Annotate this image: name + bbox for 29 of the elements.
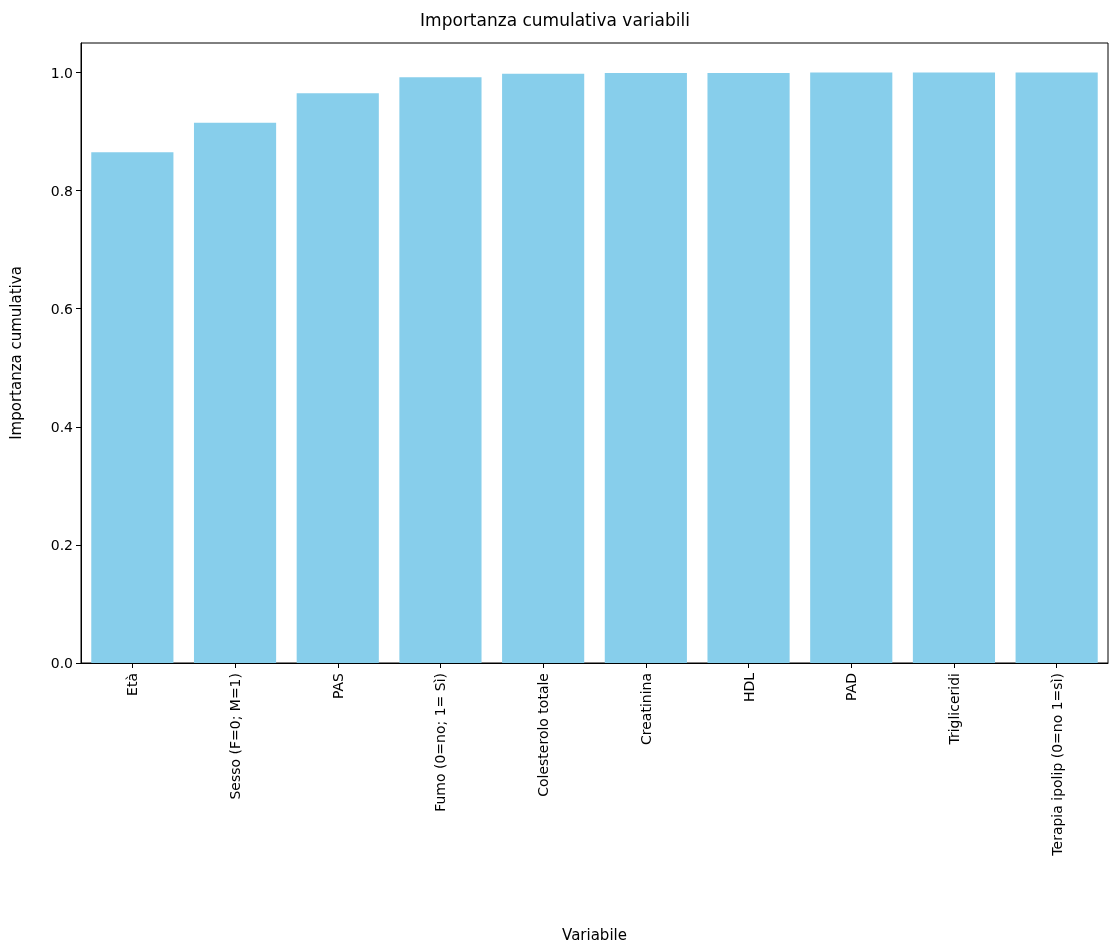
bar xyxy=(912,72,996,663)
x-tick-label: Creatinina xyxy=(637,673,654,746)
bar xyxy=(296,93,379,663)
bar xyxy=(91,152,174,663)
x-tick-label: Fumo (0=no; 1= Sì) xyxy=(432,673,449,812)
y-tick-label: 0.4 xyxy=(50,418,74,435)
chart-title: Importanza cumulativa variabili xyxy=(420,9,690,30)
x-tick-label: PAD xyxy=(843,673,860,701)
x-tick-label: Colesterolo totale xyxy=(535,673,552,797)
y-tick-label: 0.0 xyxy=(50,655,73,671)
x-tick-label: Età xyxy=(124,673,141,696)
y-tick-label: 1.0 xyxy=(50,64,73,81)
x-tick-label: Trigliceridi xyxy=(945,673,962,746)
y-tick-label: 0.6 xyxy=(50,300,74,317)
x-axis-title: Variabile xyxy=(562,925,627,944)
y-axis-title: Importanza cumulativa xyxy=(6,266,25,440)
bar xyxy=(707,73,790,663)
x-tick-label: Sesso (F=0; M=1) xyxy=(227,673,244,800)
y-tick-label: 0.2 xyxy=(50,536,73,553)
bar xyxy=(502,73,585,663)
x-tick-label: Terapia ipolip (0=no 1=sì) xyxy=(1048,673,1065,857)
bar xyxy=(399,77,482,663)
x-tick-label: PAS xyxy=(329,672,346,700)
bar xyxy=(193,122,277,663)
y-tick-label: 0.8 xyxy=(50,182,73,199)
bar xyxy=(810,72,893,663)
x-tick-label: HDL xyxy=(740,672,757,703)
bar xyxy=(1015,72,1098,663)
bar xyxy=(604,73,687,663)
